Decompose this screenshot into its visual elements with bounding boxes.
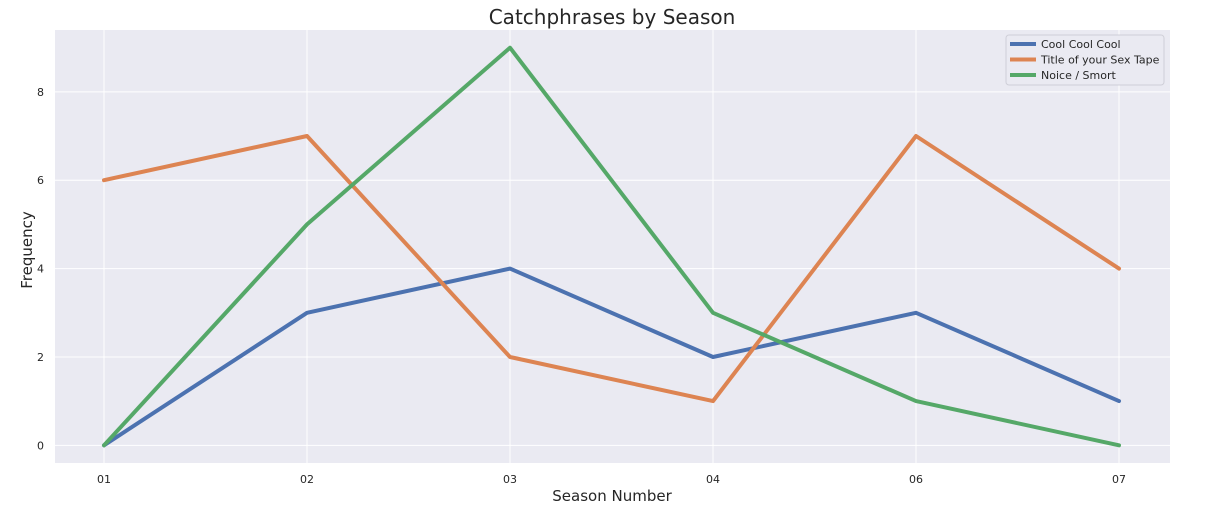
x-tick-label: 01 <box>97 473 111 486</box>
legend-entry: Title of your Sex Tape <box>1040 54 1160 67</box>
chart-title: Catchphrases by Season <box>489 5 736 29</box>
x-tick-label: 07 <box>1112 473 1126 486</box>
series-line <box>102 45 1121 448</box>
x-axis-ticks: 01 02 03 04 06 07 <box>97 473 1126 486</box>
series-lines <box>102 45 1121 448</box>
series-line <box>102 134 1121 404</box>
x-tick-label: 03 <box>503 473 517 486</box>
legend: Cool Cool Cool Title of your Sex Tape Noic… <box>1005 34 1165 86</box>
legend-entry: Cool Cool Cool <box>1041 38 1121 51</box>
y-tick-label: 0 <box>37 439 44 452</box>
y-tick-label: 6 <box>37 174 44 187</box>
y-axis-label: Frequency <box>18 211 36 289</box>
x-tick-label: 02 <box>300 473 314 486</box>
y-axis-ticks: 0 2 4 6 8 <box>37 86 44 452</box>
y-tick-label: 4 <box>37 263 44 276</box>
plot-area <box>55 30 1170 463</box>
legend-box <box>1005 34 1165 86</box>
x-axis-label: Season Number <box>552 487 672 505</box>
x-tick-label: 04 <box>706 473 720 486</box>
y-tick-label: 8 <box>37 86 44 99</box>
series-line <box>102 266 1121 448</box>
x-tick-label: 06 <box>909 473 923 486</box>
y-tick-label: 2 <box>37 351 44 364</box>
legend-entry: Noice / Smort <box>1041 69 1116 82</box>
